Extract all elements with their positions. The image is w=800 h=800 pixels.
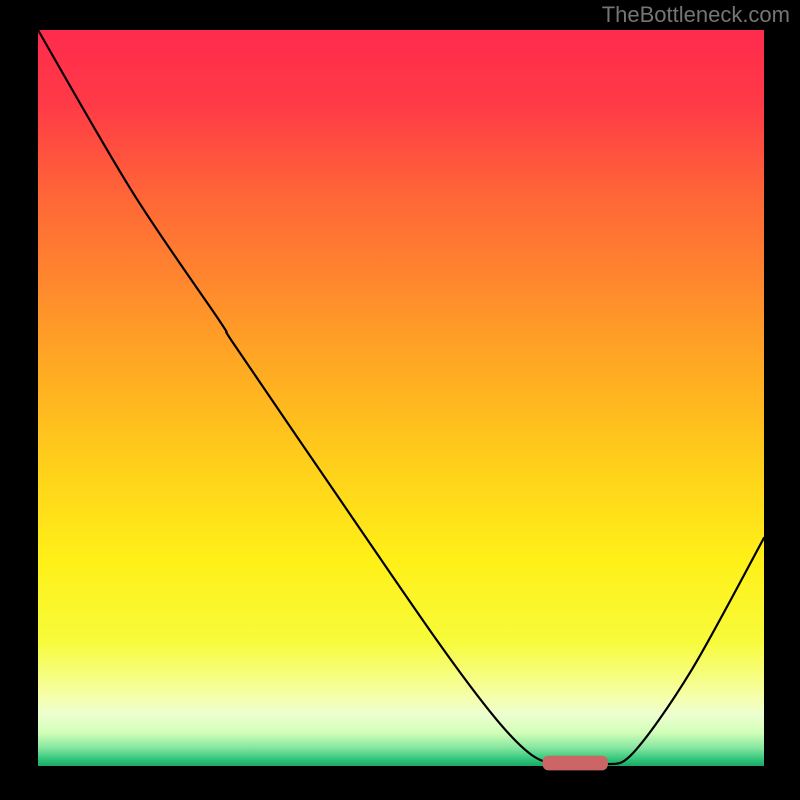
bottleneck-chart	[0, 0, 800, 800]
watermark-text: TheBottleneck.com	[602, 2, 790, 28]
optimal-marker	[543, 756, 608, 771]
chart-container: TheBottleneck.com	[0, 0, 800, 800]
gradient-background	[38, 30, 764, 766]
